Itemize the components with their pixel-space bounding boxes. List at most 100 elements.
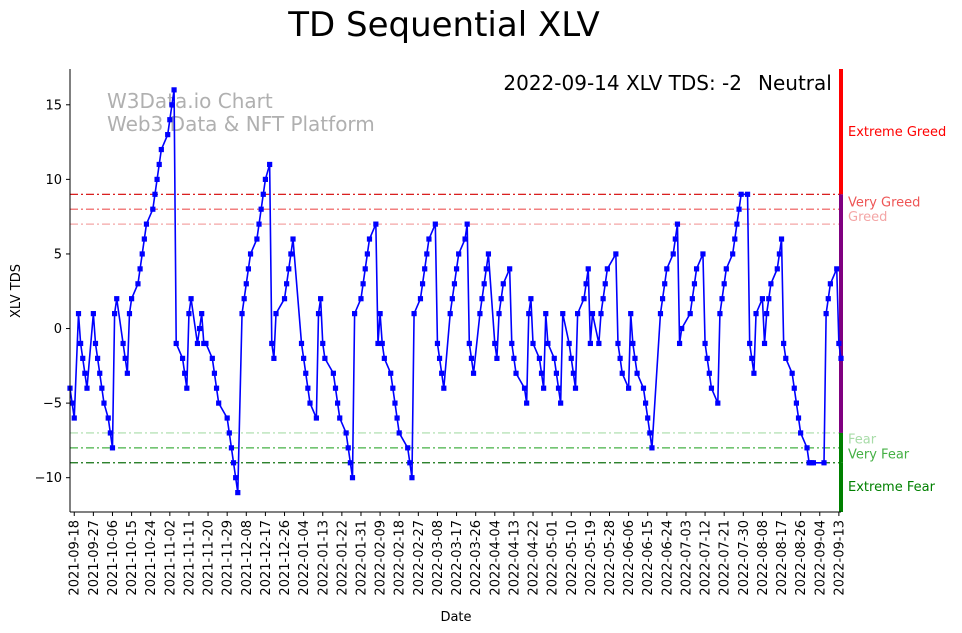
x-tick-label: 2022-05-28 (603, 520, 618, 596)
data-point (256, 221, 262, 227)
x-tick-label: 2021-10-06 (106, 520, 121, 596)
data-point (789, 370, 795, 376)
zone-label: Very Fear (848, 447, 910, 462)
data-point (764, 311, 770, 317)
data-point (643, 400, 649, 406)
data-point (230, 460, 237, 466)
data-point (101, 400, 107, 406)
data-point (182, 370, 188, 376)
series-layer (67, 87, 844, 496)
data-point (150, 206, 156, 212)
data-point (483, 266, 489, 272)
data-point (730, 251, 736, 257)
data-point (672, 236, 678, 242)
x-tick-label: 2021-11-02 (163, 520, 178, 596)
data-point (774, 266, 780, 272)
data-point (587, 340, 593, 347)
data-point (188, 296, 194, 302)
data-point (228, 445, 235, 451)
data-point (241, 296, 247, 302)
data-point (203, 340, 209, 347)
data-point (394, 415, 400, 421)
data-point (492, 340, 498, 347)
data-point (78, 340, 84, 347)
data-point (288, 251, 294, 257)
zone-label: Fear (848, 432, 877, 447)
data-point (366, 236, 373, 242)
data-point (553, 370, 559, 376)
data-point (477, 311, 483, 317)
x-tick-label: 2022-06-15 (641, 520, 656, 596)
data-point (560, 311, 566, 317)
data-point (124, 370, 130, 376)
data-point (281, 296, 288, 302)
data-point (781, 340, 787, 347)
data-point (545, 340, 551, 347)
data-point (120, 340, 126, 347)
data-point (260, 191, 266, 197)
data-point (551, 355, 557, 361)
watermark-line-1: W3Data.io Chart (107, 89, 273, 113)
data-point (700, 251, 706, 257)
data-point (496, 311, 502, 317)
data-point (596, 340, 602, 347)
data-point (156, 161, 162, 168)
data-point (751, 370, 757, 376)
x-tick-label: 2022-05-19 (584, 520, 599, 596)
data-point (267, 161, 273, 168)
data-point (301, 355, 307, 361)
data-point (600, 296, 606, 302)
data-point (715, 400, 721, 406)
x-tick-label: 2022-07-30 (737, 520, 752, 596)
x-tick-label: 2021-12-26 (278, 520, 293, 596)
data-point (585, 266, 591, 272)
data-point (791, 385, 797, 391)
data-point (604, 266, 610, 272)
data-point (513, 370, 519, 376)
y-ticks: 15 10 5 0 −5 −10 (35, 98, 70, 486)
data-point (364, 251, 370, 257)
data-point (381, 355, 387, 361)
data-point (92, 340, 99, 347)
data-point (776, 251, 782, 257)
x-tick-label: 2021-09-27 (87, 520, 102, 596)
data-point (419, 281, 426, 287)
data-point (165, 132, 171, 138)
data-point (318, 296, 324, 302)
data-point (209, 355, 215, 361)
data-point (704, 355, 710, 361)
data-point (199, 311, 205, 317)
data-point (114, 296, 120, 302)
data-point (226, 430, 232, 436)
x-tick-label: 2022-07-21 (718, 520, 733, 596)
data-point (332, 385, 339, 391)
x-tick-label: 2021-11-29 (221, 520, 236, 596)
data-point (462, 236, 468, 242)
data-point (411, 311, 417, 317)
data-point (286, 266, 292, 272)
data-point (485, 251, 492, 257)
data-point (664, 266, 670, 272)
data-point (689, 296, 695, 302)
data-point (659, 296, 666, 302)
data-point (239, 311, 245, 317)
data-point (216, 400, 222, 406)
data-point (377, 311, 383, 317)
y-tick-label: 10 (45, 173, 62, 188)
x-tick-label: 2022-03-26 (469, 520, 484, 596)
data-point (107, 430, 113, 436)
y-axis-title: XLV TDS (9, 264, 24, 318)
data-point (426, 236, 432, 242)
status-text: 2022-09-14 XLV TDS: -2 (503, 71, 742, 95)
data-point (196, 325, 203, 332)
data-point (536, 355, 542, 361)
data-point (360, 281, 366, 287)
data-point (630, 340, 636, 347)
data-point (657, 311, 664, 317)
data-point (330, 370, 336, 376)
data-point (530, 340, 536, 347)
data-point (744, 191, 751, 197)
data-point (453, 266, 460, 272)
data-point (262, 176, 268, 182)
data-point (167, 117, 173, 123)
